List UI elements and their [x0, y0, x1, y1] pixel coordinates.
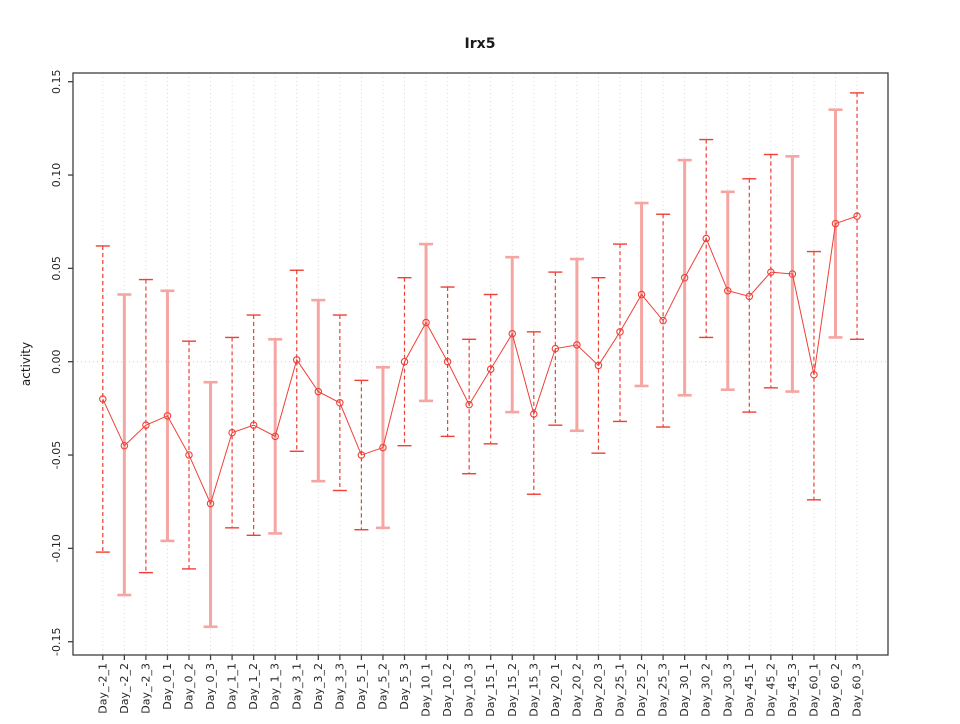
x-tick-label: Day_20_3	[592, 663, 605, 717]
y-tick-label: 0.00	[50, 349, 63, 374]
x-tick-label: Day_15_1	[484, 663, 497, 717]
data-point	[831, 219, 840, 228]
x-tick-label: Day_3_3	[333, 663, 346, 710]
data-point	[120, 441, 129, 450]
x-tick-label: Day_0_3	[204, 663, 217, 710]
x-tick-label: Day_5_1	[355, 663, 368, 710]
data-layer	[95, 92, 865, 629]
y-tick-label: -0.10	[50, 534, 63, 562]
x-tick-label: Day_20_2	[570, 663, 583, 717]
data-point	[594, 361, 603, 370]
x-tick-label: Day_-2_2	[118, 663, 131, 714]
chart-title: Irx5	[465, 36, 496, 52]
x-tick-label: Day_10_3	[463, 663, 476, 717]
x-tick-label: Day_3_1	[290, 663, 303, 710]
data-point	[659, 316, 667, 325]
data-point	[788, 270, 797, 278]
data-point	[508, 329, 516, 338]
data-point	[465, 400, 473, 409]
x-tick-label: Day_30_1	[678, 663, 691, 717]
data-point	[637, 290, 646, 299]
x-tick-label: Day_5_2	[376, 663, 389, 710]
data-point	[336, 399, 344, 407]
data-point	[271, 432, 279, 441]
x-tick-label: Day_25_2	[635, 663, 648, 717]
data-point	[551, 344, 560, 353]
x-tick-label: Day_15_2	[506, 663, 519, 717]
data-point	[400, 357, 409, 366]
x-tick-label: Day_45_2	[764, 663, 777, 717]
x-tick-label: Day_0_1	[161, 663, 174, 710]
x-tick-label: Day_25_3	[657, 663, 670, 717]
y-tick-label: 0.10	[50, 163, 63, 188]
x-tick-label: Day_20_1	[549, 663, 562, 717]
x-tick-label: Day_3_2	[312, 663, 325, 710]
x-tick-label: Day_-2_1	[96, 663, 109, 714]
series-line	[102, 215, 858, 505]
plot-border	[72, 72, 889, 656]
data-point	[680, 273, 689, 282]
y-tick-label: 0.05	[50, 256, 63, 281]
y-axis-label: activity	[19, 342, 33, 386]
data-point	[530, 410, 538, 418]
data-point	[616, 328, 624, 336]
data-point	[422, 318, 430, 327]
data-point	[228, 428, 236, 437]
x-tick-label: Day_-2_3	[139, 663, 152, 714]
data-point	[292, 356, 301, 364]
axis-layer: 0.15 0.10 0.05 0.00 -0.05 -0.10 -0.15 Day_-2_1 D…	[50, 69, 889, 717]
x-tick-label: Day_30_3	[721, 663, 734, 717]
x-tick-label: Day_10_2	[441, 663, 454, 717]
data-point	[745, 292, 754, 301]
x-tick-label: Day_60_1	[807, 663, 820, 717]
grid-layer	[73, 73, 888, 655]
data-point	[767, 268, 775, 276]
data-point	[163, 412, 172, 420]
x-tick-label: Day_5_3	[398, 663, 411, 710]
y-tick-label: -0.15	[50, 627, 63, 655]
x-tick-label: Day_60_2	[829, 663, 842, 717]
x-tick-label: Day_1_1	[226, 663, 239, 710]
x-tick-label: Day_15_3	[527, 663, 540, 717]
data-point	[206, 499, 215, 508]
x-tick-label: Day_60_3	[851, 663, 864, 717]
x-tick-label: Day_1_2	[247, 663, 260, 710]
data-point	[357, 451, 366, 459]
data-point	[853, 212, 861, 220]
x-tick-label: Day_30_2	[700, 663, 713, 717]
x-tick-label: Day_10_1	[420, 663, 433, 717]
data-point	[443, 357, 452, 366]
y-tick-label: 0.15	[50, 69, 63, 94]
data-point	[573, 341, 581, 349]
data-point	[723, 287, 732, 295]
data-point	[314, 387, 323, 396]
data-point	[249, 421, 258, 429]
y-tick-label: -0.05	[50, 441, 63, 469]
data-point	[142, 421, 150, 429]
x-tick-label: Day_25_1	[614, 663, 627, 717]
x-tick-label: Day_45_3	[786, 663, 799, 717]
x-tick-label: Day_1_3	[269, 663, 282, 710]
data-point	[486, 365, 495, 373]
data-point	[702, 234, 710, 243]
data-point	[810, 371, 818, 379]
data-point	[185, 451, 193, 459]
data-point	[99, 395, 107, 403]
x-tick-label: Day_45_1	[743, 663, 756, 717]
x-tick-label: Day_0_2	[183, 663, 196, 710]
data-point	[379, 443, 387, 452]
